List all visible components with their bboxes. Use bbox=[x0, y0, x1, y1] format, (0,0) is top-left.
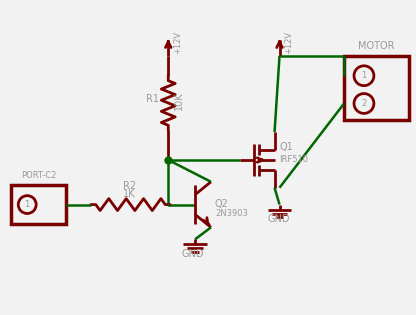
Text: MOTOR: MOTOR bbox=[358, 41, 395, 51]
Text: 1K: 1K bbox=[123, 189, 135, 199]
Text: GND: GND bbox=[267, 215, 290, 224]
Text: PORT-C2: PORT-C2 bbox=[21, 171, 56, 180]
Text: +12V: +12V bbox=[285, 31, 293, 54]
Text: Q2: Q2 bbox=[215, 198, 229, 209]
Text: R1: R1 bbox=[146, 94, 159, 104]
Text: R2: R2 bbox=[123, 181, 136, 191]
Text: 2: 2 bbox=[362, 99, 366, 108]
Text: 10K: 10K bbox=[174, 92, 184, 110]
Text: 1: 1 bbox=[25, 200, 30, 209]
Text: +12V: +12V bbox=[173, 31, 182, 54]
Text: IRF510: IRF510 bbox=[280, 155, 309, 164]
Text: 2N3903: 2N3903 bbox=[215, 209, 248, 219]
Text: GND: GND bbox=[181, 249, 204, 259]
Text: 1: 1 bbox=[362, 71, 366, 80]
Text: Q1: Q1 bbox=[280, 142, 293, 152]
